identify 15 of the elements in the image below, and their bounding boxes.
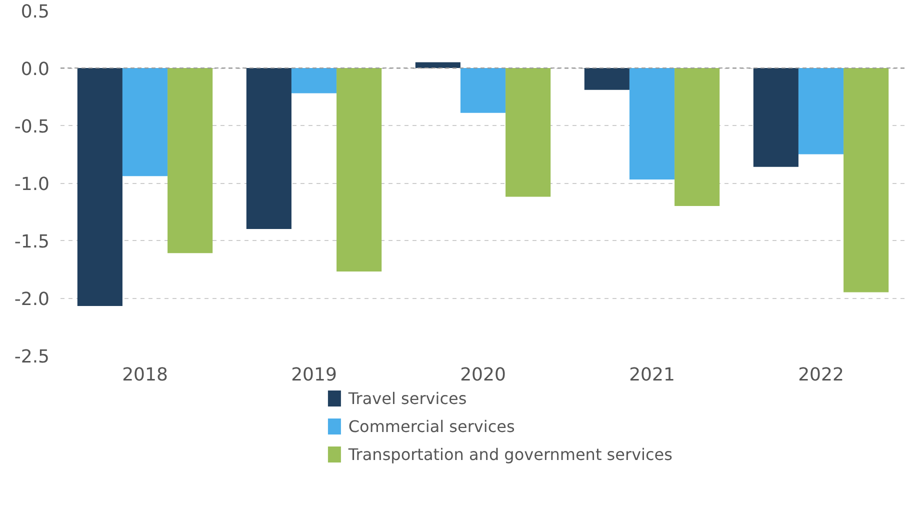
x-tick-label: 2019 bbox=[291, 364, 337, 386]
y-tick-label: 0.0 bbox=[20, 59, 50, 80]
y-tick-label: -1.5 bbox=[14, 232, 50, 252]
legend-label: Transportation and government services bbox=[347, 445, 672, 464]
x-tick-label: 2018 bbox=[122, 364, 168, 386]
x-tick-label: 2021 bbox=[629, 364, 675, 386]
y-tick-label: -2.5 bbox=[14, 346, 50, 368]
y-tick-label: -0.5 bbox=[14, 116, 50, 138]
legend-label: Travel services bbox=[347, 389, 467, 408]
y-tick-label: -1.0 bbox=[14, 174, 50, 195]
x-tick-label: 2020 bbox=[460, 364, 506, 386]
y-tick-label: -2.0 bbox=[14, 289, 50, 310]
legend-label: Commercial services bbox=[348, 417, 515, 436]
x-tick-label: 2022 bbox=[798, 364, 844, 386]
y-tick-label: 0.5 bbox=[20, 2, 50, 22]
